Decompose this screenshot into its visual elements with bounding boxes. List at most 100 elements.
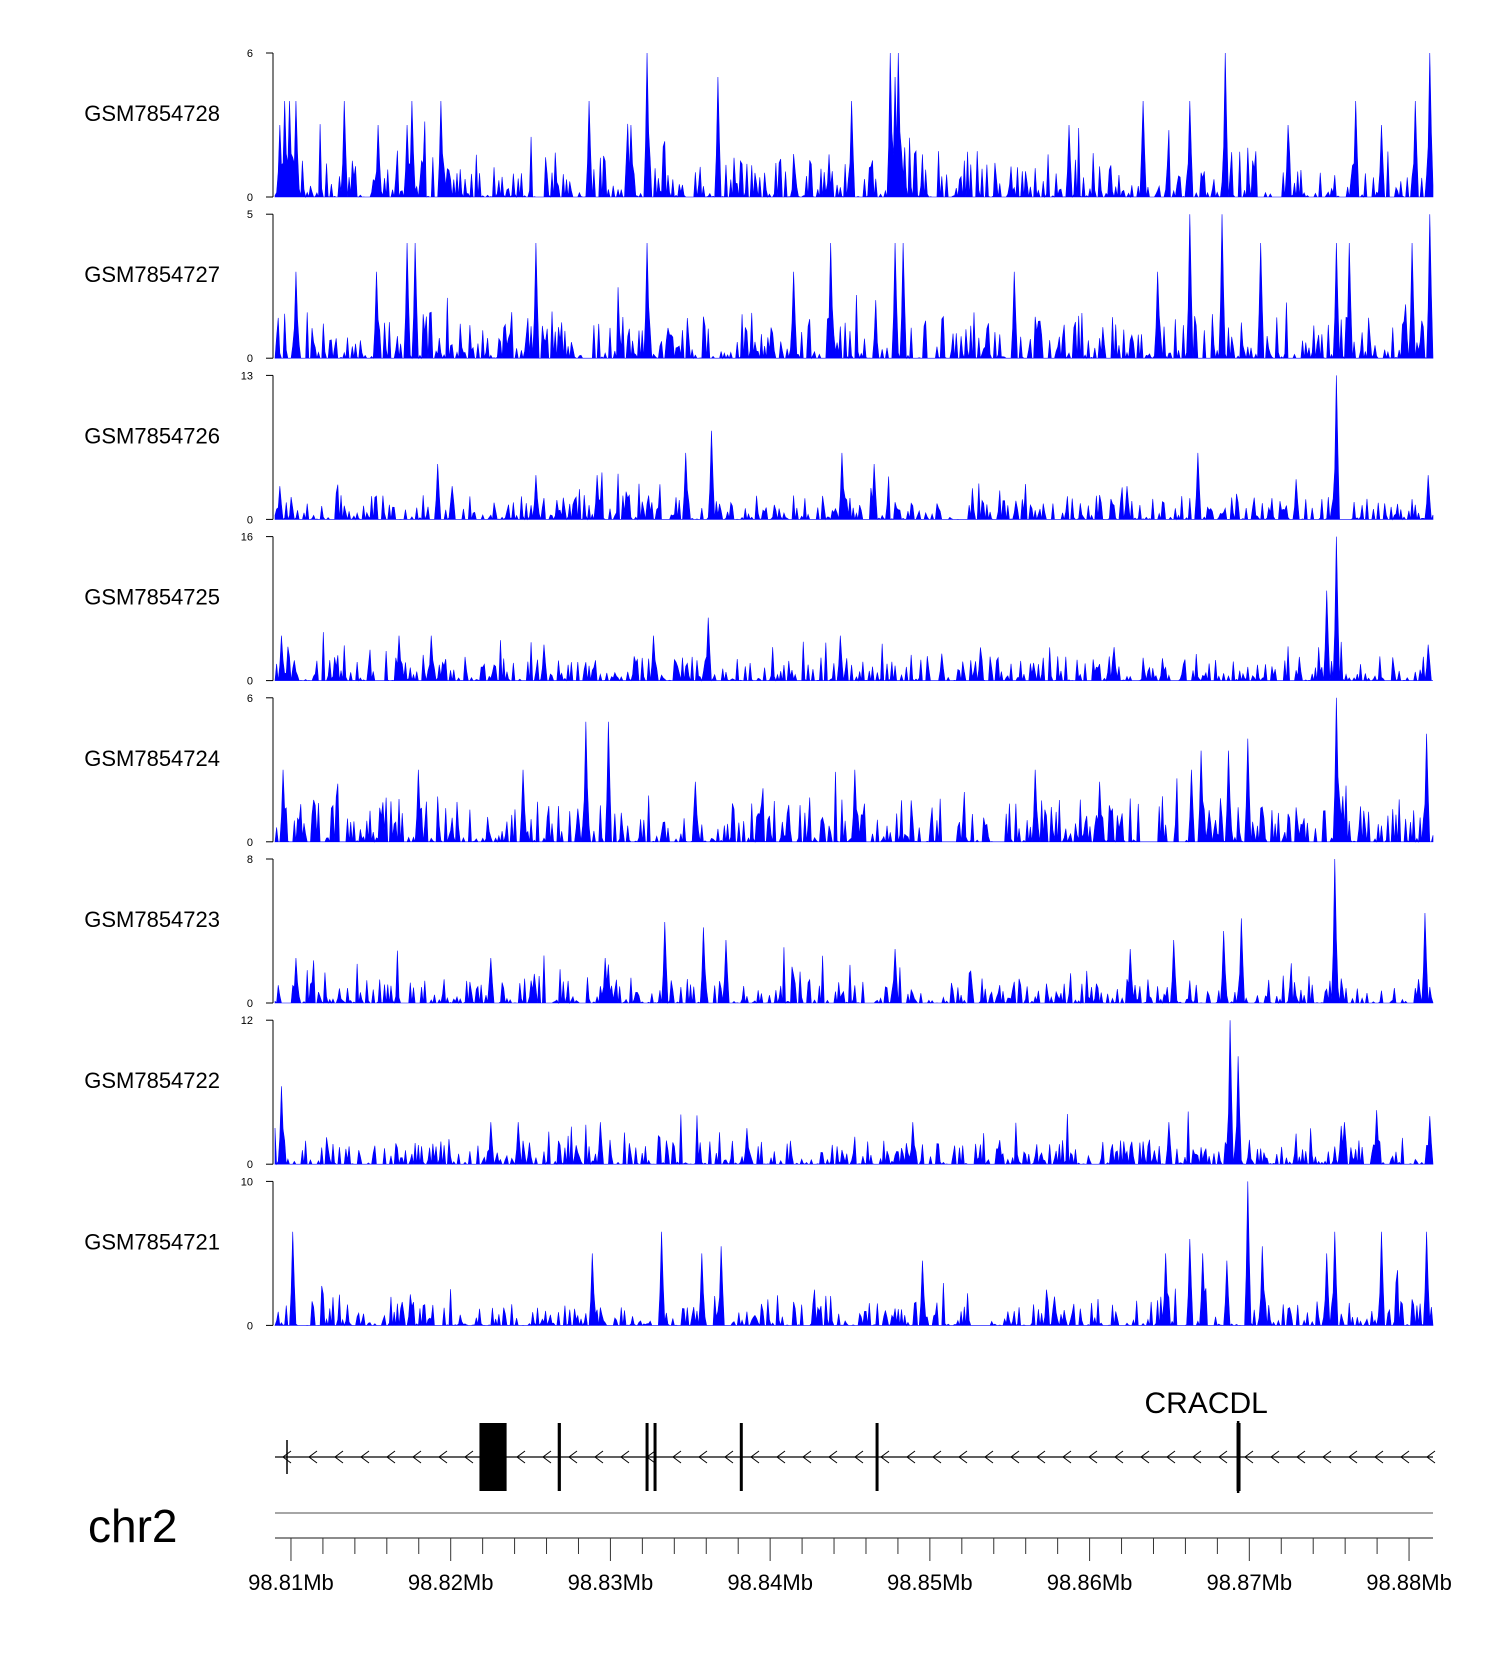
y-tick-label-max: 8 [247,854,253,866]
y-tick-label-min: 0 [247,353,253,365]
coverage-area [274,536,1433,682]
y-tick-label-max: 10 [241,1176,253,1188]
gene-label: CRACDL [1145,1387,1268,1420]
strand-arrow [776,1450,786,1464]
track-label: GSM7854727 [84,262,220,287]
strand-arrow [724,1450,734,1464]
gene-track: CRACDL [275,1387,1436,1493]
track-GSM7854722: GSM7854722 12 0 [84,1015,1434,1171]
track-label: GSM7854728 [84,101,220,126]
strand-arrow [360,1450,370,1464]
x-tick-label: 98.85Mb [887,1570,973,1595]
track-label: GSM7854721 [84,1229,220,1254]
strand-arrow [1322,1450,1332,1464]
y-tick-label-min: 0 [247,1159,253,1171]
x-tick-label: 98.82Mb [408,1570,494,1595]
coverage-area [274,375,1434,521]
strand-arrow [828,1450,838,1464]
strand-arrow [802,1450,812,1464]
strand-arrow [1088,1450,1098,1464]
strand-arrow [438,1450,448,1464]
strand-arrow [1270,1450,1280,1464]
strand-arrow [1036,1450,1046,1464]
track-label: GSM7854723 [84,907,220,932]
track-GSM7854721: GSM7854721 10 0 [84,1176,1434,1332]
strand-arrow [542,1450,552,1464]
strand-arrow [1192,1450,1202,1464]
strand-arrow [1140,1450,1150,1464]
strand-arrow [386,1450,396,1464]
strand-arrow [1296,1450,1306,1464]
y-tick-label-max: 5 [247,209,253,221]
track-label: GSM7854722 [84,1068,220,1093]
y-tick-label-min: 0 [247,192,253,204]
strand-arrow [906,1450,916,1464]
strand-arrow [1062,1450,1072,1464]
chromosome-label: chr2 [88,1500,177,1552]
strand-arrow [672,1450,682,1464]
strand-arrow [854,1450,864,1464]
exon [875,1423,879,1491]
y-tick-label-max: 13 [241,370,253,382]
exon [479,1423,507,1491]
exon [739,1423,743,1491]
coverage-area [274,52,1434,199]
track-GSM7854723: GSM7854723 8 0 [84,854,1434,1010]
strand-arrow [1400,1450,1410,1464]
strand-arrow [1374,1450,1384,1464]
y-tick-label-max: 16 [241,532,253,544]
y-tick-label-max: 6 [247,693,253,705]
coverage-area [274,214,1434,360]
track-GSM7854724: GSM7854724 6 0 [84,693,1434,849]
strand-arrow [880,1450,890,1464]
strand-arrow [594,1450,604,1464]
coverage-area [274,858,1434,1005]
track-GSM7854728: GSM7854728 6 0 [84,48,1434,204]
strand-arrow [932,1450,942,1464]
strand-arrow [568,1450,578,1464]
strand-arrow [1348,1450,1358,1464]
x-tick-label: 98.86Mb [1047,1570,1133,1595]
strand-arrow [750,1450,760,1464]
exon [557,1423,561,1491]
y-tick-label-min: 0 [247,1320,253,1332]
x-tick-label: 98.87Mb [1207,1570,1293,1595]
exon [653,1423,657,1491]
genomic-axis: chr2 98.81Mb 98.82Mb 98.83Mb 98.84Mb 98.85Mb… [88,1500,1452,1595]
track-GSM7854726: GSM7854726 13 0 [84,370,1434,526]
strand-arrow [516,1450,526,1464]
strand-arrow [308,1450,318,1464]
strand-arrow [282,1450,292,1464]
track-GSM7854727: GSM7854727 5 0 [84,209,1434,365]
coverage-area [274,697,1434,843]
coverage-area [274,1020,1434,1166]
track-label: GSM7854725 [84,585,220,610]
strand-arrow [984,1450,994,1464]
strand-arrow [412,1450,422,1464]
y-tick-label-min: 0 [247,998,253,1010]
track-GSM7854725: GSM7854725 16 0 [84,532,1433,688]
strand-arrow [1166,1450,1176,1464]
y-tick-label-min: 0 [247,514,253,526]
strand-arrow [464,1450,474,1464]
strand-arrow [1218,1450,1228,1464]
y-tick-label-max: 12 [241,1015,253,1027]
strand-arrow [334,1450,344,1464]
strand-arrow [1010,1450,1020,1464]
y-tick-label-min: 0 [247,676,253,688]
strand-arrow [1244,1450,1254,1464]
strand-arrow [620,1450,630,1464]
strand-arrow [958,1450,968,1464]
y-tick-label-min: 0 [247,837,253,849]
strand-arrow [1426,1450,1436,1464]
x-tick-label: 98.88Mb [1366,1570,1452,1595]
coverage-tracks: GSM785472860GSM785472750GSM7854726130GSM… [84,48,1434,1332]
exon [645,1423,649,1491]
x-tick-label: 98.81Mb [248,1570,334,1595]
track-label: GSM7854726 [84,423,220,448]
track-label: GSM7854724 [84,746,220,771]
strand-arrow [698,1450,708,1464]
strand-arrow [1114,1450,1124,1464]
x-tick-label: 98.84Mb [727,1570,813,1595]
